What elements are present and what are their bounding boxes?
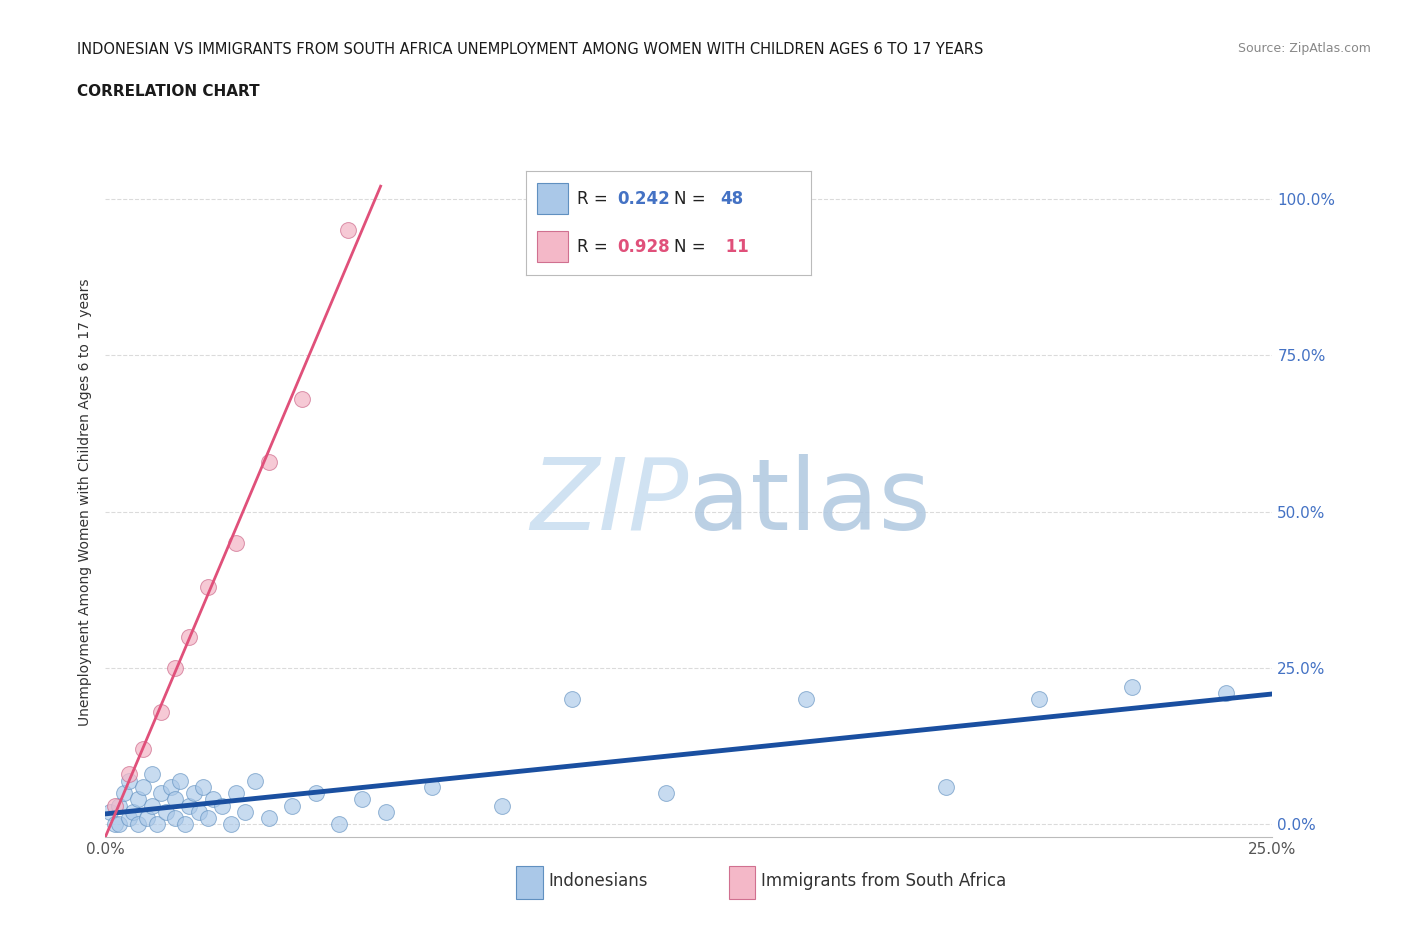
Text: 0.242: 0.242 (617, 190, 669, 207)
Bar (537, 231, 568, 262)
Point (1121, 680, 1143, 695)
Text: Immigrants from South Africa: Immigrants from South Africa (762, 872, 1007, 890)
Point (155, 804, 177, 819)
Point (173, 817, 195, 832)
Point (112, 786, 135, 801)
Text: 0.928: 0.928 (617, 237, 669, 256)
Text: Source: ZipAtlas.com: Source: ZipAtlas.com (1237, 42, 1371, 55)
Point (1028, 692, 1050, 707)
Point (165, 792, 187, 807)
Text: R =: R = (576, 237, 613, 256)
Point (104, 798, 127, 813)
Text: INDONESIAN VS IMMIGRANTS FROM SOUTH AFRICA UNEMPLOYMENT AMONG WOMEN WITH CHILDRE: INDONESIAN VS IMMIGRANTS FROM SOUTH AFRI… (77, 42, 984, 57)
Point (935, 779, 957, 794)
Point (281, 798, 304, 813)
Point (146, 817, 169, 832)
Point (654, 786, 676, 801)
Point (197, 579, 219, 594)
Point (159, 779, 181, 794)
Point (794, 692, 817, 707)
Point (118, 767, 141, 782)
Text: 48: 48 (720, 190, 744, 207)
Point (141, 798, 163, 813)
Point (132, 742, 155, 757)
Bar (516, 866, 543, 899)
Point (304, 786, 326, 801)
Text: 11: 11 (720, 237, 749, 256)
Point (136, 811, 159, 826)
Point (328, 817, 350, 832)
Point (150, 704, 173, 719)
Point (225, 786, 247, 801)
Text: CORRELATION CHART: CORRELATION CHART (77, 84, 260, 99)
Text: atlas: atlas (689, 454, 931, 551)
Point (221, 817, 243, 832)
Point (104, 817, 127, 832)
Point (179, 630, 201, 644)
Point (132, 779, 155, 794)
Text: N =: N = (675, 190, 711, 207)
Text: Indonesians: Indonesians (548, 872, 648, 890)
Point (197, 811, 219, 826)
Point (187, 804, 209, 819)
Point (211, 798, 233, 813)
Point (122, 804, 145, 819)
Point (374, 804, 396, 819)
Point (118, 811, 141, 826)
Point (108, 798, 131, 813)
Point (127, 817, 149, 832)
Bar (728, 866, 755, 899)
Text: R =: R = (576, 190, 613, 207)
Point (165, 811, 187, 826)
Point (118, 773, 141, 788)
Point (193, 779, 215, 794)
Point (165, 660, 187, 675)
Point (98, 804, 121, 819)
Point (169, 773, 191, 788)
Point (183, 786, 205, 801)
Point (201, 792, 224, 807)
Point (141, 767, 163, 782)
Point (561, 692, 583, 707)
Point (1215, 685, 1237, 700)
Point (179, 798, 201, 813)
Point (108, 817, 131, 832)
Y-axis label: Unemployment Among Women with Children Ages 6 to 17 years: Unemployment Among Women with Children A… (79, 278, 93, 726)
Point (290, 392, 312, 406)
Point (491, 798, 513, 813)
Point (257, 454, 280, 469)
Point (257, 811, 280, 826)
Point (337, 222, 360, 237)
Point (243, 773, 266, 788)
Text: N =: N = (675, 237, 711, 256)
Point (420, 779, 443, 794)
Bar (537, 183, 568, 214)
Point (150, 786, 173, 801)
Point (225, 536, 247, 551)
Point (127, 792, 149, 807)
Point (352, 792, 374, 807)
Text: ZIP: ZIP (530, 454, 689, 551)
Point (235, 804, 257, 819)
